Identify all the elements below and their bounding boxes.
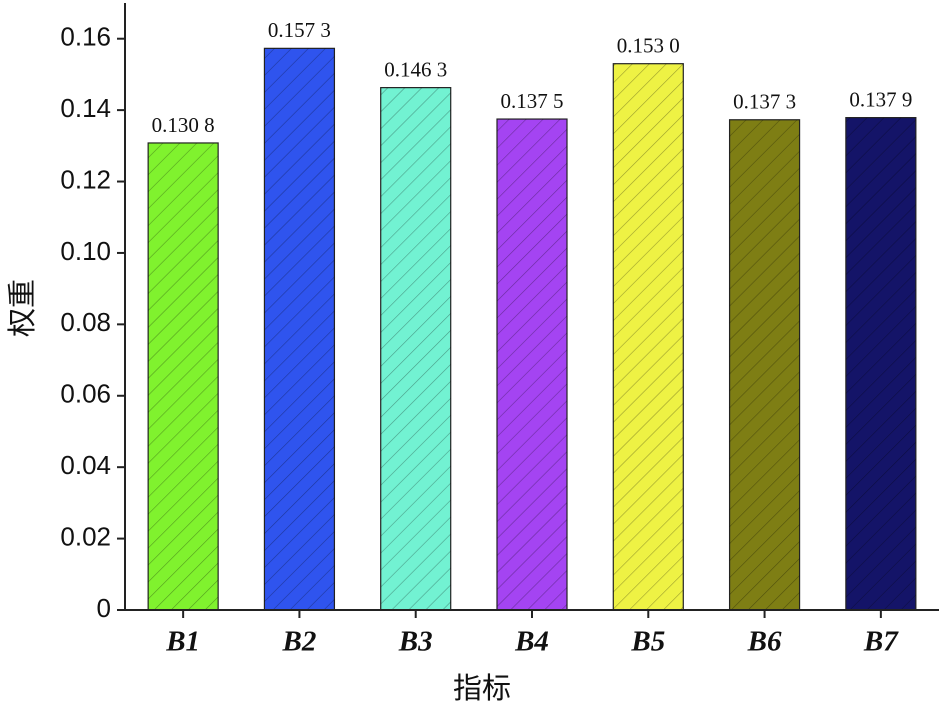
value-label: 0.130 8: [152, 113, 215, 137]
bar-hatch: [148, 142, 219, 611]
x-tick-label: B7: [863, 626, 899, 658]
bar-hatch: [380, 87, 451, 611]
x-tick-label: B4: [514, 626, 549, 658]
y-tick-label: 0.04: [60, 450, 111, 480]
y-tick-label: 0.12: [60, 164, 111, 194]
value-label: 0.137 3: [733, 90, 796, 114]
value-label: 0.153 0: [617, 34, 680, 58]
x-tick-label: B3: [398, 626, 433, 658]
y-tick-label: 0.14: [60, 93, 111, 123]
value-label: 0.137 9: [849, 87, 912, 111]
x-tick-label: B5: [630, 626, 665, 658]
bar-hatch: [613, 63, 684, 610]
y-axis-title: 权重: [5, 279, 39, 337]
x-axis-title: 指标: [453, 671, 511, 705]
bar-hatch: [264, 48, 335, 610]
x-tick-label: B1: [165, 626, 200, 658]
y-tick-label: 0.02: [60, 521, 111, 551]
x-tick-label: B6: [747, 626, 782, 658]
y-tick-label: 0.10: [60, 236, 111, 266]
value-label: 0.157 3: [268, 18, 331, 42]
y-tick-label: 0.06: [60, 379, 111, 409]
bar-hatch: [497, 119, 567, 610]
bar-hatch: [845, 117, 916, 611]
bar-hatch: [729, 119, 800, 610]
value-label: 0.137 5: [501, 89, 564, 113]
y-tick-label: 0.08: [60, 307, 111, 337]
x-tick-label: B2: [282, 626, 317, 658]
value-label: 0.146 3: [384, 57, 447, 81]
y-tick-label: 0: [97, 593, 111, 623]
y-tick-label: 0.16: [60, 22, 111, 52]
